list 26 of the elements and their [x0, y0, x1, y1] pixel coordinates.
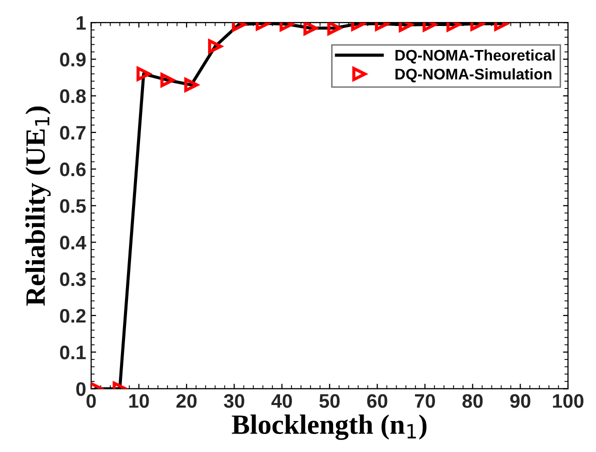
y-tick-label: 0.5: [60, 199, 86, 213]
y-tick-label: 0.1: [60, 346, 86, 360]
y-tick-label: 0.2: [60, 308, 86, 323]
x-tick-label: 70: [414, 394, 435, 408]
y-tick-label: 0.8: [60, 89, 86, 104]
y-axis-title: Reliability (UE$_{1}$): [25, 106, 51, 306]
y-tick-label: 0.7: [60, 126, 86, 140]
x-axis-title: Blocklength (n$_{1}$): [232, 414, 426, 440]
y-tick-label: 0.3: [60, 272, 86, 286]
y-tick-label: 1: [76, 16, 86, 30]
x-tick-label: 80: [462, 394, 483, 408]
x-tick-label: 60: [367, 394, 388, 408]
y-tick-label: 0.6: [60, 162, 86, 176]
y-tick-label: 0.4: [60, 236, 86, 250]
x-tick-label: 40: [271, 394, 292, 408]
y-tick-label: 0.9: [60, 52, 86, 66]
x-tick-label: 50: [319, 394, 340, 408]
y-tick-label: 0: [76, 382, 86, 396]
x-tick-label: 100: [552, 394, 584, 408]
x-tick-label: 30: [224, 394, 244, 408]
legend-label: DQ-NOMA-Theoretical: [396, 49, 555, 64]
x-tick-label: 90: [510, 394, 530, 408]
x-tick-label: 0: [86, 394, 96, 408]
x-tick-label: 20: [176, 394, 197, 408]
legend-label: DQ-NOMA-Simulation: [396, 68, 552, 82]
x-tick-label: 10: [129, 394, 149, 408]
